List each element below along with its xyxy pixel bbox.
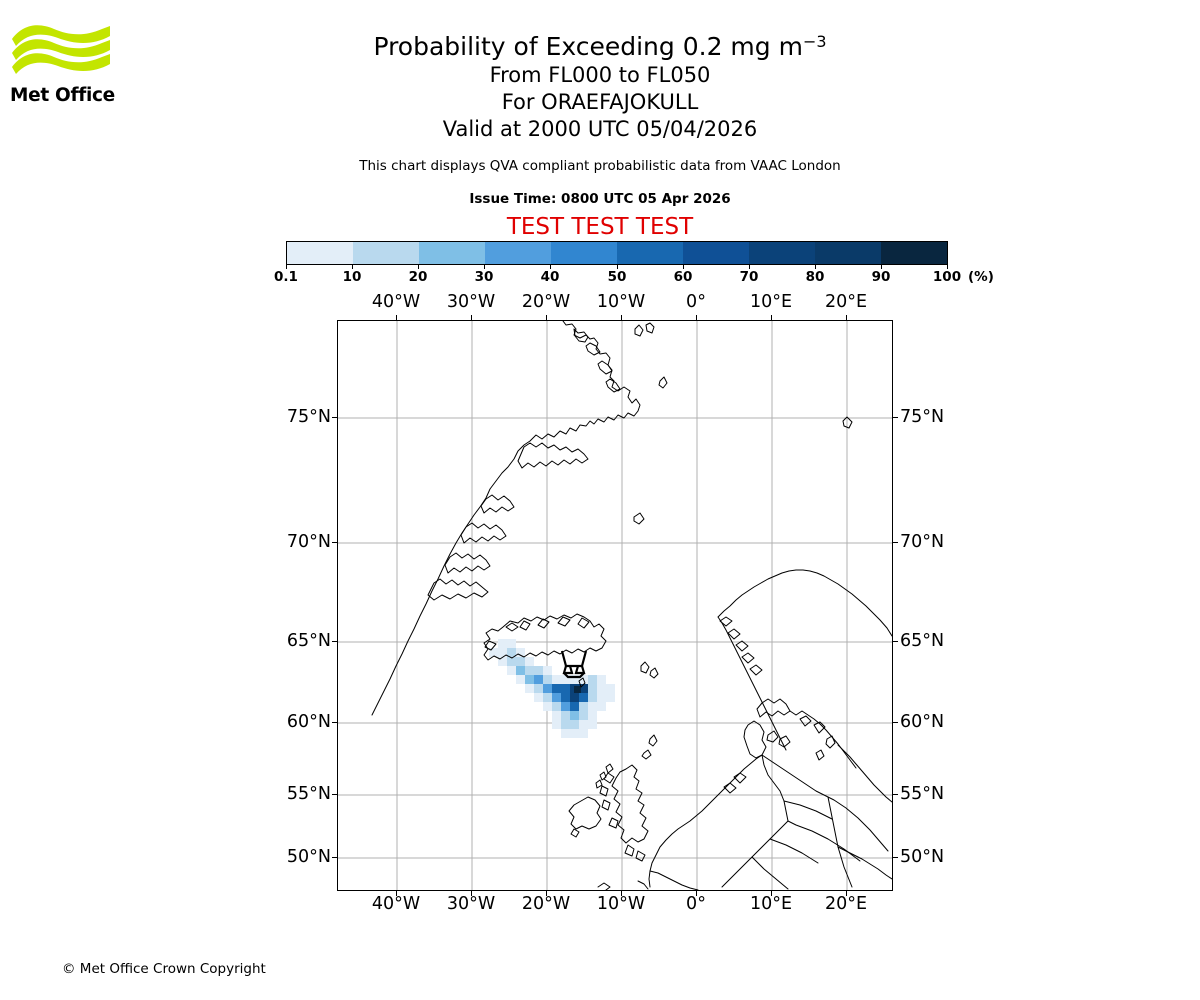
colorbar-tick-label-0: 0.1 bbox=[274, 269, 298, 285]
volcano-name: For ORAEFAJOKULL bbox=[501, 90, 699, 114]
issue-time: Issue Time: 0800 UTC 05 Apr 2026 bbox=[469, 191, 731, 207]
colorbar-band-6 bbox=[683, 242, 749, 264]
lon-label-bottom-1: 30°W bbox=[446, 894, 496, 914]
met-office-logo: Met Office bbox=[10, 22, 120, 112]
colorbar-tick-label-1: 10 bbox=[342, 269, 362, 285]
colorbar-tick-4 bbox=[550, 265, 551, 269]
colorbar-tick-label-5: 50 bbox=[607, 269, 627, 285]
colorbar-tick-label-10: 100 bbox=[932, 269, 962, 285]
map-panel[interactable] bbox=[337, 320, 893, 891]
lat-tick-right-0 bbox=[893, 417, 898, 418]
colorbar-tick-0 bbox=[286, 265, 287, 269]
colorbar-band-1 bbox=[353, 242, 419, 264]
lat-label-right-5: 50°N bbox=[900, 847, 945, 867]
lat-label-left-2: 65°N bbox=[286, 631, 331, 651]
colorbar-band-7 bbox=[749, 242, 815, 264]
lon-label-top-6: 20°E bbox=[824, 292, 868, 312]
lat-label-right-3: 60°N bbox=[900, 712, 945, 732]
colorbar-band-8 bbox=[815, 242, 881, 264]
lon-label-top-2: 20°W bbox=[521, 292, 571, 312]
lat-label-left-1: 70°N bbox=[286, 532, 331, 552]
lat-label-left-4: 55°N bbox=[286, 784, 331, 804]
colorbar-band-0 bbox=[287, 242, 353, 264]
colorbar-bands bbox=[286, 241, 948, 265]
colorbar-tick-label-9: 90 bbox=[871, 269, 891, 285]
lat-label-left-5: 50°N bbox=[286, 847, 331, 867]
lat-tick-right-3 bbox=[893, 722, 898, 723]
colorbar-band-3 bbox=[485, 242, 551, 264]
lat-label-right-0: 75°N bbox=[900, 407, 945, 427]
lat-tick-right-2 bbox=[893, 641, 898, 642]
colorbar-units-label: (%) bbox=[968, 269, 994, 285]
map-gridlines bbox=[338, 321, 892, 890]
volcano-marker-icon bbox=[560, 650, 588, 679]
lat-label-right-2: 65°N bbox=[900, 631, 945, 651]
colorbar-tick-1 bbox=[352, 265, 353, 269]
lat-tick-right-1 bbox=[893, 542, 898, 543]
copyright-notice: © Met Office Crown Copyright bbox=[62, 961, 266, 977]
colorbar-tick-label-8: 80 bbox=[805, 269, 825, 285]
colorbar-tick-label-7: 70 bbox=[739, 269, 759, 285]
lat-tick-right-5 bbox=[893, 857, 898, 858]
lon-label-bottom-0: 40°W bbox=[371, 894, 421, 914]
colorbar-band-4 bbox=[551, 242, 617, 264]
colorbar-tick-8 bbox=[815, 265, 816, 269]
lat-label-left-3: 60°N bbox=[286, 712, 331, 732]
colorbar-tick-6 bbox=[683, 265, 684, 269]
lon-label-top-5: 10°E bbox=[749, 292, 793, 312]
colorbar-tick-label-2: 20 bbox=[408, 269, 428, 285]
qva-note: This chart displays QVA compliant probab… bbox=[359, 158, 841, 174]
lat-label-right-4: 55°N bbox=[900, 784, 945, 804]
colorbar bbox=[286, 241, 948, 265]
page-title: Probability of Exceeding 0.2 mg m−3 bbox=[0, 27, 1200, 62]
colorbar-tick-label-4: 40 bbox=[540, 269, 560, 285]
lat-label-right-1: 70°N bbox=[900, 532, 945, 552]
valid-time: Valid at 2000 UTC 05/04/2026 bbox=[442, 117, 758, 141]
lon-label-bottom-4: 0° bbox=[686, 894, 706, 914]
flight-level-range: From FL000 to FL050 bbox=[489, 63, 711, 87]
lon-label-bottom-3: 10°W bbox=[596, 894, 646, 914]
colorbar-tick-label-3: 30 bbox=[474, 269, 494, 285]
lat-label-left-0: 75°N bbox=[286, 407, 331, 427]
lon-label-bottom-6: 20°E bbox=[824, 894, 868, 914]
lon-label-bottom-5: 10°E bbox=[749, 894, 793, 914]
met-office-logo-text: Met Office bbox=[10, 85, 115, 106]
met-office-wave-icon bbox=[12, 25, 110, 74]
colorbar-band-5 bbox=[617, 242, 683, 264]
lat-tick-right-4 bbox=[893, 794, 898, 795]
page-title-text: Probability of Exceeding 0.2 mg m bbox=[373, 32, 803, 61]
colorbar-tick-10 bbox=[947, 265, 948, 269]
lon-label-top-4: 0° bbox=[686, 292, 706, 312]
colorbar-tick-9 bbox=[881, 265, 882, 269]
colorbar-ticks: 0.1 10 20 30 40 50 60 70 80 90 100 bbox=[274, 265, 961, 285]
map-canvas bbox=[338, 321, 892, 890]
page-title-exponent: −3 bbox=[802, 32, 827, 51]
colorbar-tick-label-6: 60 bbox=[673, 269, 693, 285]
colorbar-band-9 bbox=[881, 242, 947, 264]
colorbar-band-2 bbox=[419, 242, 485, 264]
lon-label-top-3: 10°W bbox=[596, 292, 646, 312]
lon-label-top-1: 30°W bbox=[446, 292, 496, 312]
colorbar-tick-5 bbox=[617, 265, 618, 269]
colorbar-tick-3 bbox=[484, 265, 485, 269]
lon-label-bottom-2: 20°W bbox=[521, 894, 571, 914]
colorbar-tick-7 bbox=[749, 265, 750, 269]
colorbar-tick-2 bbox=[418, 265, 419, 269]
map-coastlines bbox=[371, 321, 892, 890]
lon-label-top-0: 40°W bbox=[371, 292, 421, 312]
test-banner: TEST TEST TEST bbox=[506, 214, 694, 240]
